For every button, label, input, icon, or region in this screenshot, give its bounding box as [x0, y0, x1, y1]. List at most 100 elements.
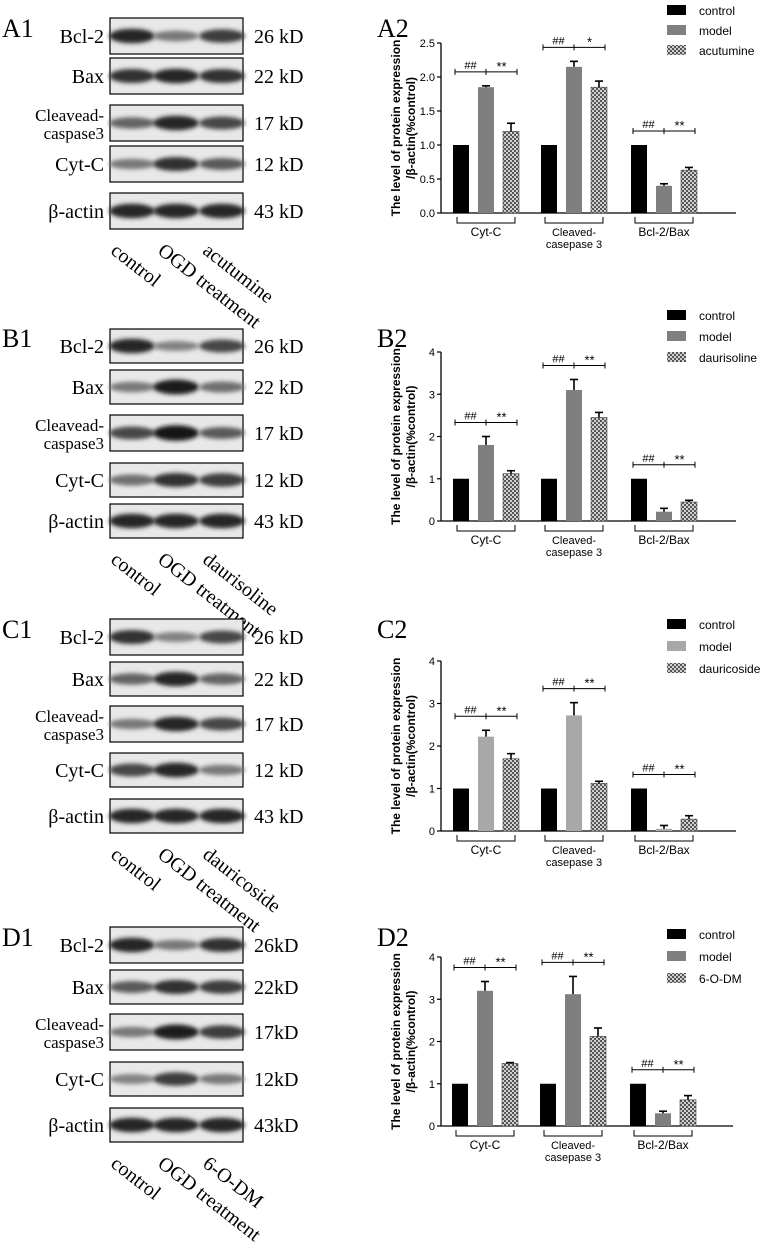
legend-label: model: [699, 330, 732, 344]
significance-mark: **: [673, 1057, 683, 1072]
x-category-label: Bcl-2/Bax: [637, 1138, 688, 1152]
significance-mark: **: [674, 118, 684, 133]
blot-row: Bcl-2 26 kD: [60, 328, 303, 364]
significance-mark: ##: [642, 763, 655, 775]
blot-band: [109, 763, 155, 777]
y-axis-label: /β-actin(%control): [404, 695, 418, 797]
bar: [453, 478, 469, 521]
y-tick-label: 2: [429, 1037, 435, 1049]
protein-label: Bax: [72, 377, 104, 399]
blot-band: [199, 473, 245, 487]
x-category-label: Cleaved-: [551, 1140, 595, 1152]
category-group: Cleaved-casepase 3: [544, 525, 604, 559]
blot-band: [153, 68, 199, 84]
bar: [565, 994, 581, 1126]
chart-panel-label: B2: [377, 324, 407, 353]
blot-row: Cleavead-caspase3 17 kD: [35, 705, 303, 744]
category-bracket: [634, 525, 694, 532]
bar: [590, 783, 608, 832]
blot-row: Cyt-C 12kD: [55, 1061, 298, 1097]
bar: [453, 788, 469, 831]
blot-panel-label: C1: [2, 615, 32, 644]
category-group: Cleaved-casepase 3: [544, 835, 604, 869]
bar: [453, 145, 469, 213]
protein-label: Bcl-2: [60, 336, 104, 358]
significance-bracket: ## **: [632, 452, 696, 468]
significance-bracket: ## **: [541, 949, 605, 966]
y-axis-label: /β-actin(%control): [404, 77, 418, 179]
bar: [502, 131, 520, 214]
protein-label: Cyt-C: [55, 1069, 104, 1091]
protein-label: β-actin: [48, 1115, 104, 1137]
significance-bracket: ## **: [454, 703, 518, 720]
category-group: Bcl-2/Bax: [633, 1130, 693, 1152]
bar: [478, 87, 494, 213]
molecular-weight-label: 43kD: [254, 1115, 298, 1137]
blot-row: Bax 22 kD: [72, 57, 303, 95]
blot-row: β-actin 43 kD: [48, 192, 303, 230]
legend-swatch: [667, 5, 686, 15]
blot-band: [109, 718, 155, 730]
protein-label: Bcl-2: [60, 26, 104, 48]
blot-band: [199, 427, 245, 439]
legend-swatch: [667, 973, 686, 983]
lane-label: control: [107, 1152, 166, 1204]
significance-mark: ##: [464, 411, 477, 423]
blot-row: β-actin 43 kD: [48, 798, 303, 834]
significance-mark: ##: [642, 453, 655, 465]
blot-row: Bax 22kD: [72, 969, 298, 1005]
protein-label: Cleavead-: [35, 416, 104, 435]
bar: [630, 1083, 646, 1126]
blot-band: [199, 158, 245, 170]
x-category-label: Cleaved-: [552, 227, 596, 239]
blot-panel-label: D1: [2, 923, 34, 952]
blot-band: [109, 69, 155, 83]
blot-band: [199, 1117, 245, 1133]
protein-label: Cyt-C: [55, 760, 104, 782]
blot-band: [153, 980, 199, 994]
blot-band: [199, 513, 245, 529]
blot-band: [109, 513, 155, 529]
protein-label: caspase3: [44, 124, 104, 143]
legend-label: model: [699, 24, 732, 38]
blot-band: [199, 1073, 245, 1085]
molecular-weight-label: 17kD: [254, 1022, 298, 1044]
blot-band: [109, 474, 155, 486]
x-category-label: Cyt-C: [471, 225, 502, 239]
blot-band: [109, 630, 155, 644]
blot-band: [109, 203, 155, 219]
category-bracket: [543, 1130, 603, 1137]
legend-label: acutumine: [699, 44, 755, 58]
chart-panel-label: A2: [377, 14, 409, 43]
x-category-label: Bcl-2/Bax: [638, 225, 689, 239]
bar: [540, 1083, 556, 1126]
molecular-weight-label: 43 kD: [254, 201, 303, 223]
blot-band: [199, 1025, 245, 1039]
blot-row: β-actin 43kD: [48, 1107, 298, 1143]
x-category-label: casepase 3: [546, 857, 602, 869]
bar: [680, 501, 698, 522]
blot-band: [153, 513, 199, 529]
category-bracket: [456, 835, 516, 842]
legend-swatch: [667, 310, 686, 320]
blot-band: [153, 762, 199, 778]
significance-bracket: ## **: [632, 118, 696, 134]
blot-row: Cleavead-caspase3 17 kD: [35, 414, 303, 453]
bar: [631, 145, 647, 213]
x-category-label: Bcl-2/Bax: [638, 533, 689, 547]
category-group: Cyt-C: [456, 525, 516, 547]
category-group: Bcl-2/Bax: [634, 835, 694, 857]
category-group: Cleaved-casepase 3: [544, 217, 604, 251]
category-group: Cyt-C: [456, 835, 516, 857]
chart-panel-label: D2: [377, 923, 409, 952]
bar: [656, 511, 672, 521]
blot-band: [109, 1026, 155, 1038]
molecular-weight-label: 12 kD: [254, 470, 303, 492]
blot-band: [153, 939, 199, 951]
y-axis-label: The level of protein expression: [389, 953, 403, 1130]
legend-swatch: [667, 929, 686, 939]
x-category-label: Bcl-2/Bax: [638, 843, 689, 857]
blot-row: Bcl-2 26 kD: [60, 17, 303, 55]
protein-label: Bcl-2: [60, 935, 104, 957]
molecular-weight-label: 43 kD: [254, 511, 303, 533]
